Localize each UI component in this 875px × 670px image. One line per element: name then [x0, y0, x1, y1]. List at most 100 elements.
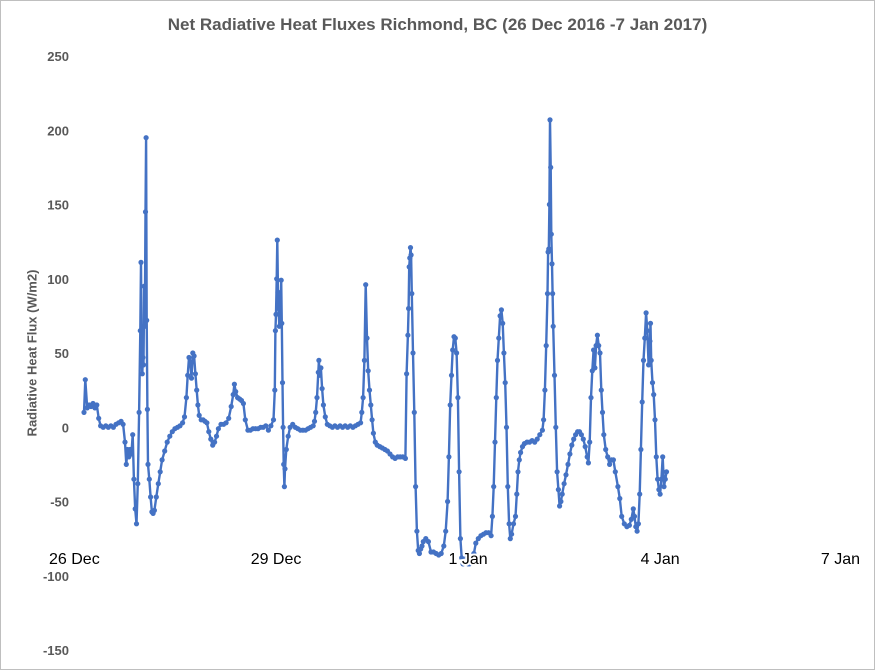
y-tick-label: 150 [47, 198, 69, 213]
data-point [142, 209, 149, 215]
data-point [274, 237, 280, 243]
data-point [619, 513, 625, 520]
data-point [541, 417, 547, 423]
data-point [445, 498, 451, 505]
data-point [497, 313, 503, 319]
data-point [501, 350, 507, 356]
data-point [631, 513, 638, 520]
data-point [410, 350, 416, 356]
data-point [550, 323, 556, 329]
data-point [364, 335, 370, 341]
data-point [661, 484, 667, 490]
data-point [167, 433, 173, 439]
data-point [643, 310, 649, 316]
data-point [646, 362, 652, 368]
data-point [498, 307, 504, 313]
data-point [494, 357, 501, 363]
data-point [285, 433, 291, 439]
data-point [605, 454, 611, 460]
data-point [240, 400, 246, 407]
data-point [215, 426, 221, 432]
data-point [263, 423, 269, 429]
data-point [515, 469, 521, 475]
data-point [617, 495, 623, 502]
data-point [153, 494, 159, 500]
data-point [438, 550, 444, 557]
data-point [648, 357, 654, 363]
data-point [143, 135, 149, 141]
data-point [642, 335, 648, 341]
data-point [615, 484, 621, 490]
data-point [663, 469, 670, 475]
data-point [140, 362, 147, 368]
data-point [553, 424, 559, 430]
data-point [594, 332, 601, 338]
data-point [639, 399, 645, 405]
data-point [518, 449, 524, 456]
data-point [318, 365, 324, 371]
data-point [155, 481, 161, 487]
data-point [599, 409, 606, 415]
data-point [404, 371, 410, 377]
y-tick-labels: 250 200 150 100 50 0 -50 -100 -150 [43, 49, 69, 658]
data-point [587, 439, 593, 445]
data-point [598, 387, 604, 393]
data-point [416, 550, 422, 557]
data-point [265, 427, 271, 433]
data-point [414, 528, 420, 534]
data-point [135, 481, 141, 487]
data-point [612, 469, 618, 475]
data-point [231, 381, 237, 387]
data-point [443, 528, 449, 534]
data-point [469, 555, 475, 561]
data-point [366, 387, 373, 393]
data-point [281, 461, 287, 467]
data-point [448, 372, 455, 378]
data-point [128, 451, 134, 457]
data-point [311, 418, 318, 424]
data-point [322, 414, 328, 420]
data-point [657, 491, 663, 497]
data-point [507, 536, 513, 542]
data-point [359, 409, 365, 415]
data-point [563, 472, 569, 478]
data-point [310, 423, 316, 429]
data-point [506, 521, 512, 527]
data-point [539, 427, 546, 433]
data-point [473, 540, 479, 546]
data-point [558, 498, 564, 505]
data-point [411, 409, 417, 415]
data-point [546, 201, 553, 208]
data-point [537, 432, 543, 438]
data-point [584, 454, 590, 460]
data-point [275, 289, 281, 295]
data-point [319, 386, 325, 392]
data-point [510, 521, 517, 527]
data-point [213, 433, 220, 439]
chart-title: Net Radiative Heat Fluxes Richmond, BC (… [167, 15, 708, 34]
data-point [151, 507, 157, 513]
data-point [274, 276, 280, 282]
data-point [140, 354, 146, 361]
data-point [361, 357, 367, 363]
data-point [142, 323, 148, 329]
data-point [502, 380, 508, 386]
data-point [157, 469, 163, 475]
data-point [188, 375, 195, 381]
data-point [204, 420, 210, 426]
data-point [164, 439, 170, 445]
data-point [565, 461, 571, 467]
data-point [546, 246, 552, 252]
data-point [557, 503, 563, 509]
data-point [196, 412, 202, 418]
data-point [548, 231, 554, 237]
data-point [368, 402, 374, 408]
data-point [276, 305, 282, 312]
data-point [592, 365, 598, 371]
data-point [446, 454, 452, 460]
data-point [148, 494, 154, 500]
data-point [452, 335, 458, 341]
data-point [571, 436, 577, 442]
data-point [162, 448, 168, 454]
